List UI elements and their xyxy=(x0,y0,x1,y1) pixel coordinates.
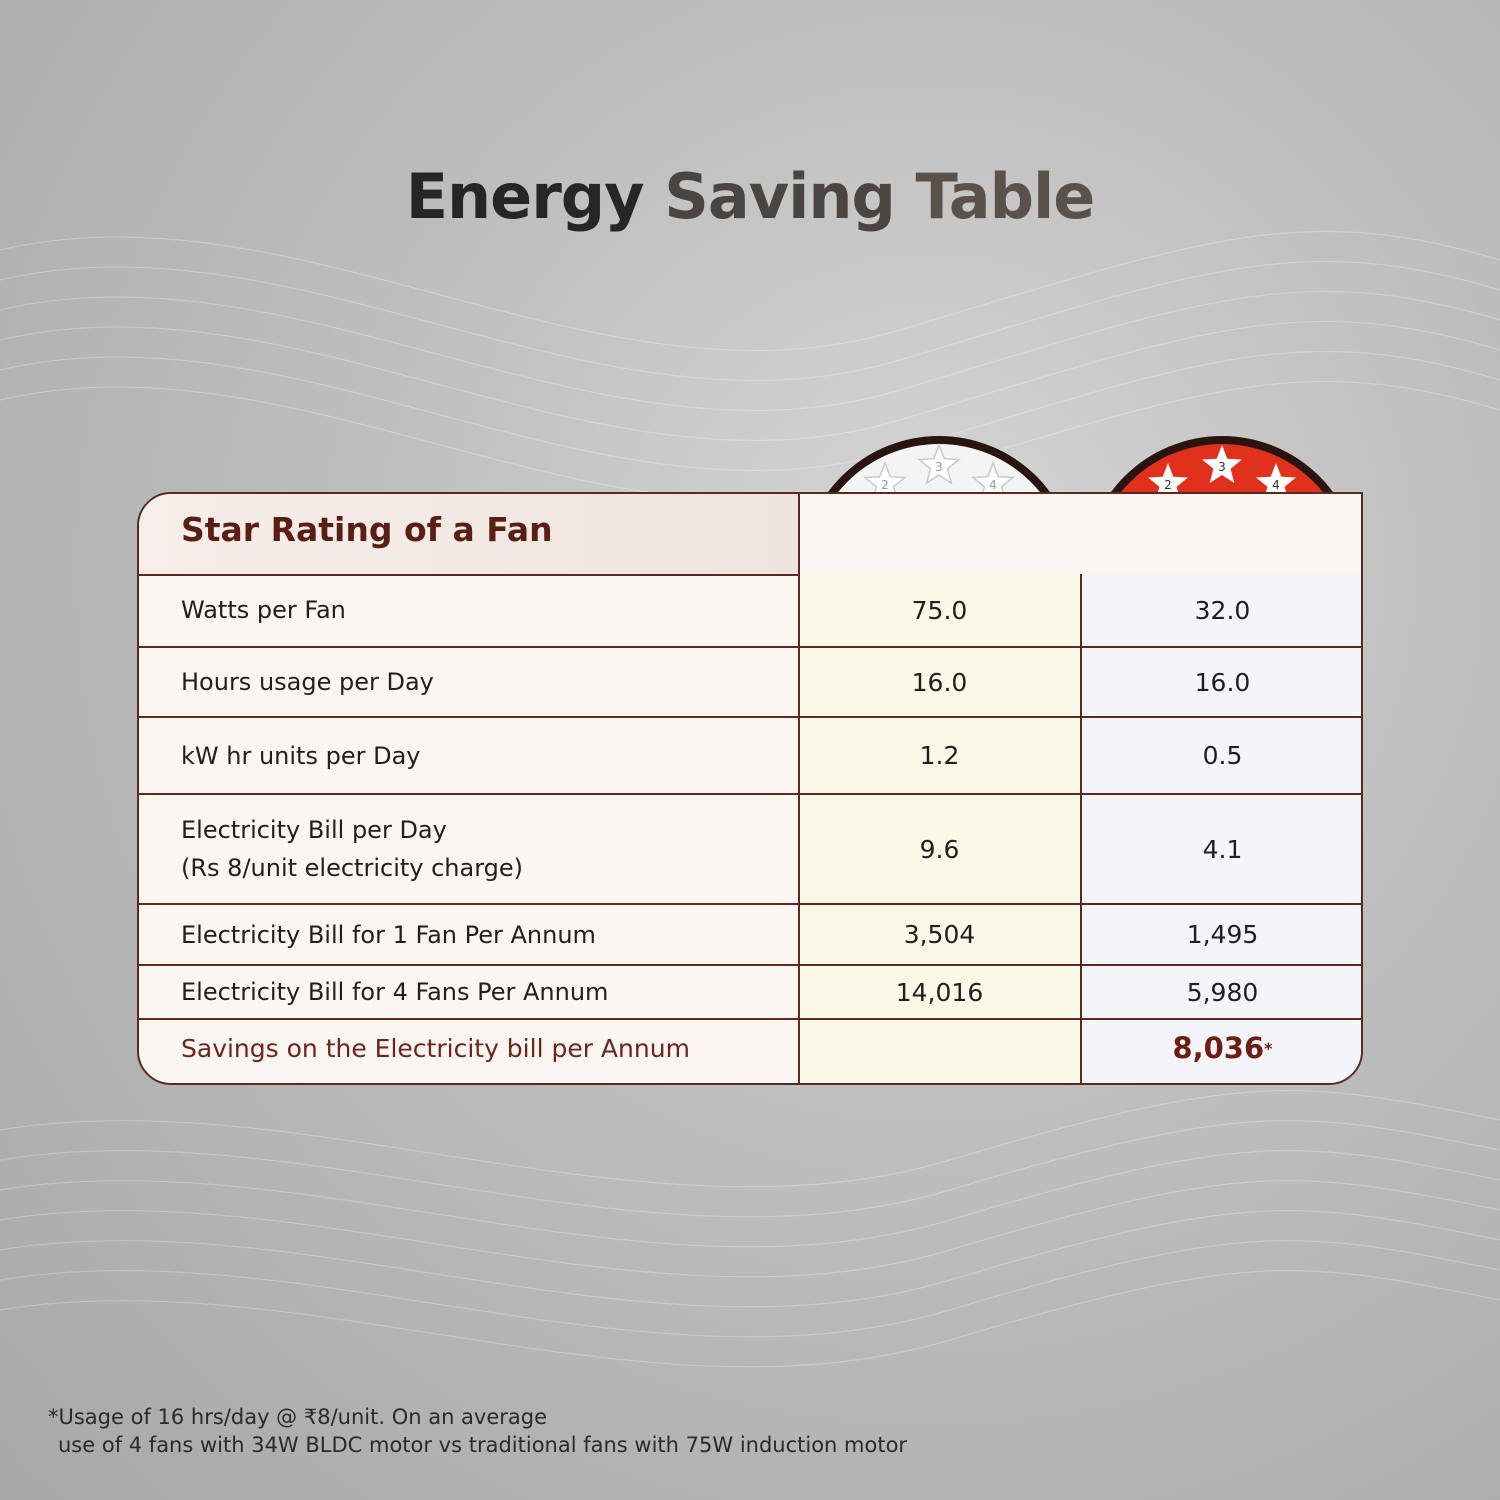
row-divider xyxy=(139,964,1361,966)
table-row-sublabel: (Rs 8/unit electricity charge) xyxy=(181,854,524,882)
row-divider xyxy=(139,646,1361,648)
table-header-cell: Star Rating of a Fan xyxy=(139,494,798,576)
title-word-saving: Saving xyxy=(664,160,896,233)
star-number: 4 xyxy=(1272,478,1280,492)
star-number: 3 xyxy=(1218,460,1226,474)
star-rating-header-label: Star Rating of a Fan xyxy=(181,510,553,549)
one-star-value: 16.0 xyxy=(911,667,968,697)
one-star-value: 9.6 xyxy=(919,834,960,864)
row-divider xyxy=(139,716,1361,718)
one-star-savings-value xyxy=(799,1020,1080,1076)
one-star-column-bg xyxy=(799,574,1080,1083)
five-star-column-bg xyxy=(1082,574,1361,1083)
star-number: 4 xyxy=(989,478,997,492)
table-row-label: kW hr units per Day xyxy=(181,741,421,770)
star-icon xyxy=(1148,463,1188,501)
title-word-table: Table xyxy=(915,160,1095,233)
five-star-value: 4.1 xyxy=(1202,834,1243,864)
star-number: 2 xyxy=(1164,478,1172,492)
row-divider xyxy=(139,903,1361,905)
five-star-value: 0.5 xyxy=(1202,741,1243,770)
table-row-label: Watts per Fan xyxy=(181,596,346,624)
row-divider xyxy=(139,793,1361,795)
one-star-value: 1.2 xyxy=(919,741,960,770)
footnote: *Usage of 16 hrs/day @ ₹8/unit. On an av… xyxy=(48,1403,907,1459)
five-star-value: 16.0 xyxy=(1194,667,1251,697)
one-star-value: 3,504 xyxy=(903,920,976,949)
title-word-energy: Energy xyxy=(405,160,645,233)
star-icon xyxy=(1202,445,1242,483)
footnote-line-1: *Usage of 16 hrs/day @ ₹8/unit. On an av… xyxy=(48,1405,548,1429)
five-star-value: 5,980 xyxy=(1186,977,1259,1007)
star-icon xyxy=(1256,463,1296,501)
five-star-value: 32.0 xyxy=(1194,595,1251,625)
table-row-label: Hours usage per Day xyxy=(181,668,434,696)
savings-asterisk: * xyxy=(1264,1038,1273,1058)
one-star-value: 14,016 xyxy=(895,977,984,1007)
star-number: 3 xyxy=(935,460,943,474)
five-star-savings-value: 8,036 * xyxy=(1082,1020,1361,1076)
row-divider xyxy=(139,1018,1361,1020)
page-title: Energy Saving Table xyxy=(0,160,1500,233)
savings-row-label: Savings on the Electricity bill per Annu… xyxy=(181,1033,690,1063)
one-star-value: 75.0 xyxy=(911,595,968,625)
five-star-value: 1,495 xyxy=(1186,920,1259,949)
table-row-label: Electricity Bill for 1 Fan Per Annum xyxy=(181,920,596,949)
column-divider xyxy=(798,494,800,1083)
column-divider xyxy=(1080,574,1082,1083)
footnote-line-2: use of 4 fans with 34W BLDC motor vs tra… xyxy=(58,1433,908,1457)
savings-amount: 8,036 xyxy=(1172,1031,1265,1065)
table-row-label: Electricity Bill for 4 Fans Per Annum xyxy=(181,978,609,1006)
energy-table: Star Rating of a Fan Watts per Fan 75.0 … xyxy=(137,492,1363,1085)
table-row-label: Electricity Bill per Day (Rs 8/unit elec… xyxy=(181,816,524,882)
star-number: 2 xyxy=(881,478,889,492)
star-icon xyxy=(917,442,961,485)
